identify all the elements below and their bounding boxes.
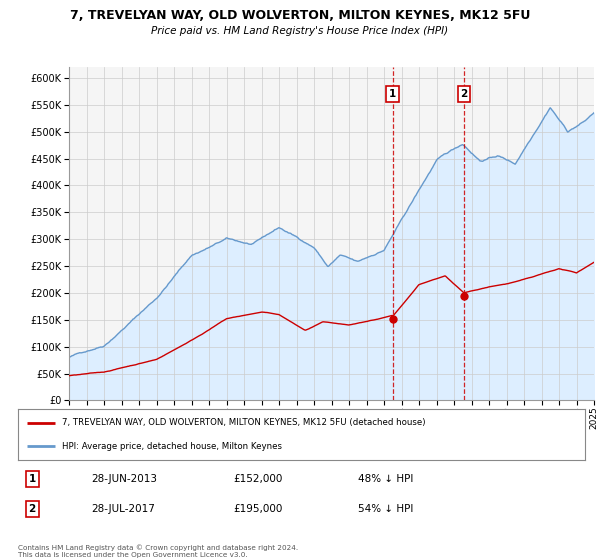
Text: 48% ↓ HPI: 48% ↓ HPI [358, 474, 413, 484]
Text: £195,000: £195,000 [233, 504, 283, 514]
Text: 7, TREVELYAN WAY, OLD WOLVERTON, MILTON KEYNES, MK12 5FU (detached house): 7, TREVELYAN WAY, OLD WOLVERTON, MILTON … [62, 418, 426, 427]
Text: £152,000: £152,000 [233, 474, 283, 484]
Text: 2: 2 [460, 89, 467, 99]
Text: Contains HM Land Registry data © Crown copyright and database right 2024.
This d: Contains HM Land Registry data © Crown c… [18, 544, 298, 558]
Text: 2: 2 [29, 504, 36, 514]
Text: 28-JUN-2013: 28-JUN-2013 [92, 474, 158, 484]
Text: 1: 1 [29, 474, 36, 484]
Text: HPI: Average price, detached house, Milton Keynes: HPI: Average price, detached house, Milt… [62, 442, 282, 451]
Text: 1: 1 [389, 89, 396, 99]
Text: Price paid vs. HM Land Registry's House Price Index (HPI): Price paid vs. HM Land Registry's House … [151, 26, 449, 36]
Text: 54% ↓ HPI: 54% ↓ HPI [358, 504, 413, 514]
Text: 7, TREVELYAN WAY, OLD WOLVERTON, MILTON KEYNES, MK12 5FU: 7, TREVELYAN WAY, OLD WOLVERTON, MILTON … [70, 9, 530, 22]
Text: 28-JUL-2017: 28-JUL-2017 [92, 504, 155, 514]
